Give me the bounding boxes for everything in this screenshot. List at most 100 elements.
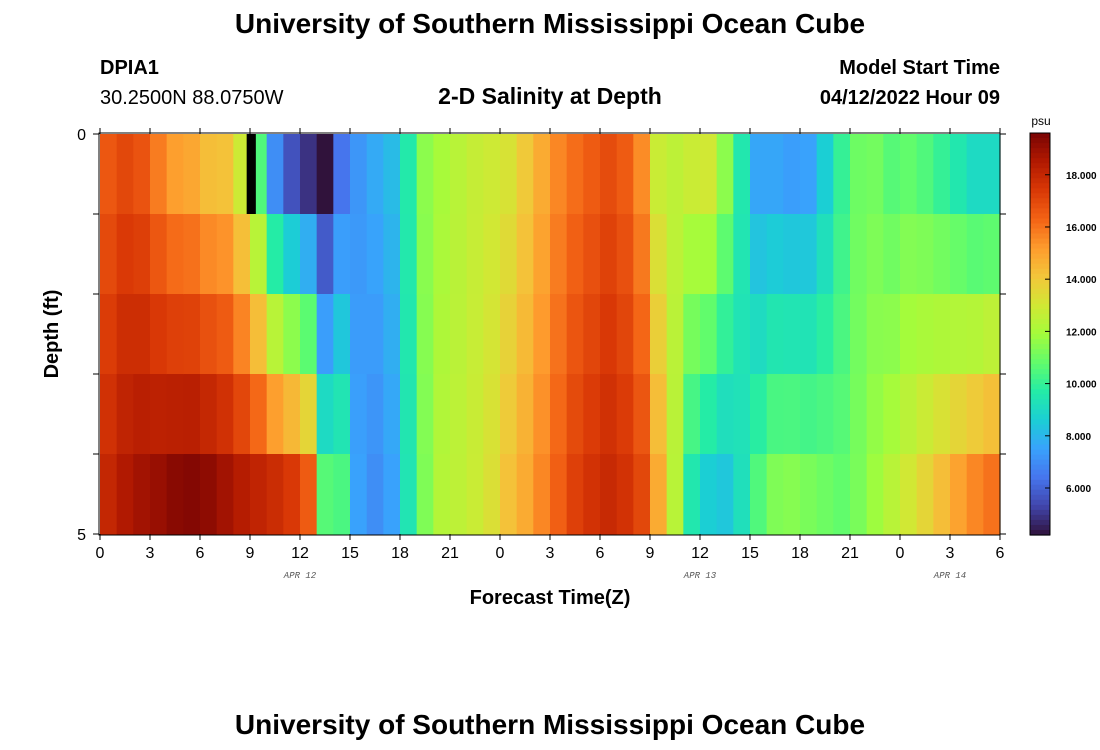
date-label: APR 14 <box>933 571 966 581</box>
heatmap-cell <box>333 134 351 215</box>
colorbar-segment <box>1030 203 1050 209</box>
x-tick-label: 12 <box>291 545 309 562</box>
heatmap-cell <box>933 454 951 535</box>
heatmap-cell <box>150 134 168 215</box>
colorbar-segment <box>1030 529 1050 536</box>
heatmap-cell <box>533 214 551 295</box>
colorbar-segment <box>1030 133 1050 139</box>
heatmap-cell <box>866 294 884 375</box>
heatmap-cell <box>266 134 284 215</box>
heatmap-cell <box>966 214 984 295</box>
heatmap-cell <box>516 374 534 455</box>
colorbar-tick-label: 12.000 <box>1066 327 1097 338</box>
heatmap-cell <box>700 294 718 375</box>
heatmap-cell <box>266 214 284 295</box>
heatmap-cell <box>833 214 851 295</box>
colorbar-segment <box>1030 238 1050 245</box>
heatmap-cell <box>716 134 734 215</box>
colorbar-segment <box>1030 369 1050 375</box>
colorbar-segment <box>1030 198 1050 204</box>
heatmap-cell <box>500 134 518 215</box>
model-start-time: 04/12/2022 Hour 09 <box>819 87 1000 109</box>
heatmap-cell <box>533 374 551 455</box>
heatmap-cell <box>533 134 551 215</box>
colorbar-segment <box>1030 193 1050 199</box>
heatmap-cell <box>316 454 334 535</box>
heatmap-cell <box>766 454 784 535</box>
heatmap-cell <box>816 374 834 455</box>
x-tick-label: 9 <box>246 545 255 562</box>
heatmap-cell <box>416 294 434 375</box>
heatmap-cell <box>416 454 434 535</box>
heatmap-cell <box>433 214 451 295</box>
heatmap-cell <box>466 374 484 455</box>
heatmap-cell <box>850 134 868 215</box>
heatmap-cell <box>200 454 218 535</box>
heatmap-cell <box>266 374 284 455</box>
heatmap-cell <box>866 214 884 295</box>
heatmap-cell <box>483 374 501 455</box>
heatmap-cell <box>100 294 118 375</box>
heatmap-cell <box>883 294 901 375</box>
heatmap-cell <box>283 454 301 535</box>
heatmap-cell <box>166 294 184 375</box>
x-tick-label: 6 <box>196 545 205 562</box>
heatmap-cell <box>950 214 968 295</box>
heatmap-cell <box>100 134 118 215</box>
heatmap-cell <box>533 454 551 535</box>
heatmap-cell <box>516 214 534 295</box>
heatmap-cell <box>516 454 534 535</box>
colorbar-segment <box>1030 379 1050 385</box>
heatmap-cell <box>616 294 634 375</box>
colorbar-segment <box>1030 143 1050 149</box>
heatmap-cell <box>600 134 618 215</box>
page-title: University of Southern Mississippi Ocean… <box>234 8 866 39</box>
colorbar-segment <box>1030 434 1050 441</box>
colorbar-segment <box>1030 489 1050 496</box>
heatmap-cell <box>950 134 968 215</box>
heatmap-cell <box>866 454 884 535</box>
heatmap-cell <box>983 294 1001 375</box>
colorbar-segment <box>1030 218 1050 225</box>
heatmap-cell <box>666 214 684 295</box>
heatmap-cell <box>716 454 734 535</box>
heatmap-cell <box>833 374 851 455</box>
heatmap-cell <box>100 454 118 535</box>
heatmap-cell <box>900 134 918 215</box>
heatmap-cell <box>716 374 734 455</box>
heatmap-cell <box>116 214 134 295</box>
colorbar-segment <box>1030 409 1050 416</box>
heatmap-cell <box>466 294 484 375</box>
colorbar-segment <box>1030 248 1050 255</box>
heatmap-cell <box>166 374 184 455</box>
colorbar-segment <box>1030 173 1050 179</box>
heatmap-cell <box>183 214 201 295</box>
heatmap-cell <box>516 294 534 375</box>
heatmap-cell <box>466 214 484 295</box>
colorbar-segment <box>1030 293 1050 300</box>
heatmap-cell <box>566 294 584 375</box>
heatmap-cell <box>633 214 651 295</box>
heatmap-cell <box>716 294 734 375</box>
x-tick-label: 0 <box>496 545 505 562</box>
colorbar-segment <box>1030 359 1050 365</box>
heatmap-cell <box>333 214 351 295</box>
heatmap-cell <box>816 134 834 215</box>
heatmap-cell <box>400 454 418 535</box>
heatmap-cell <box>300 294 318 375</box>
heatmap-cell <box>816 294 834 375</box>
heatmap-cell <box>133 214 151 295</box>
heatmap-cell <box>700 214 718 295</box>
heatmap-cell <box>350 294 368 375</box>
colorbar-segment <box>1030 389 1050 395</box>
heatmap-cell <box>300 214 318 295</box>
colorbar-segment <box>1030 494 1050 501</box>
colorbar-segment <box>1030 163 1050 169</box>
heatmap-cell <box>166 214 184 295</box>
heatmap-cell <box>450 374 468 455</box>
heatmap-cell <box>750 454 768 535</box>
colorbar-segment <box>1030 354 1050 360</box>
heatmap-cell <box>900 214 918 295</box>
heatmap-cell <box>216 454 234 535</box>
